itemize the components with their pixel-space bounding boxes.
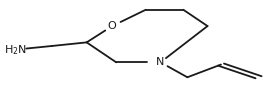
- Text: O: O: [108, 21, 117, 31]
- Text: H$_2$N: H$_2$N: [4, 43, 27, 56]
- Text: N: N: [156, 57, 165, 67]
